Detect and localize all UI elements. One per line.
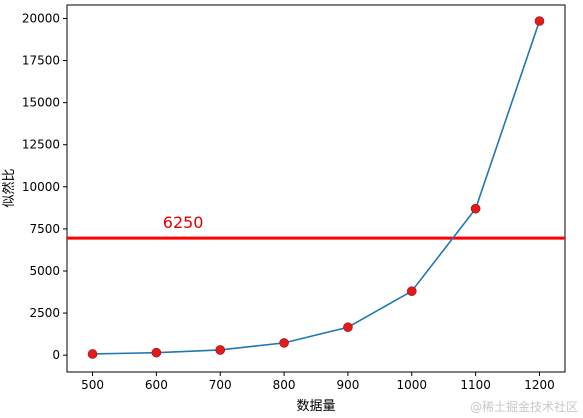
y-tick-label: 7500 xyxy=(29,222,60,236)
y-tick-label: 17500 xyxy=(22,54,60,68)
y-tick-label: 10000 xyxy=(22,180,60,194)
data-point xyxy=(279,338,289,348)
watermark: @稀土掘金技术社区 xyxy=(470,399,578,414)
data-point xyxy=(215,345,226,355)
data-point xyxy=(343,322,353,333)
series-line xyxy=(92,20,541,355)
x-tick-label: 500 xyxy=(81,378,104,392)
x-tick-label: 800 xyxy=(273,378,296,392)
data-point xyxy=(87,349,98,359)
x-tick-label: 1100 xyxy=(460,378,491,392)
x-axis-title: 数据量 xyxy=(296,399,335,414)
y-tick-label: 0 xyxy=(52,348,60,362)
y-axis-ticks: 0 2500 5000 7500 10000 12500 15000 17500 20000 xyxy=(22,11,67,362)
y-axis-title: 似然比 xyxy=(1,168,17,207)
data-point xyxy=(151,347,162,358)
y-tick-label: 15000 xyxy=(22,96,60,110)
x-tick-label: 1200 xyxy=(524,378,555,392)
y-tick-label: 2500 xyxy=(29,306,60,320)
data-point xyxy=(470,203,481,214)
data-point xyxy=(534,16,545,26)
reference-line-group: 6250 xyxy=(67,213,565,240)
x-tick-label: 900 xyxy=(336,378,359,392)
y-tick-label: 5000 xyxy=(29,264,60,278)
x-tick-label: 600 xyxy=(145,378,168,392)
data-point xyxy=(406,286,417,296)
x-tick-label: 700 xyxy=(209,378,232,392)
series-points xyxy=(87,16,545,359)
x-tick-label: 1000 xyxy=(396,378,427,392)
x-axis-ticks: 500 600 700 800 900 1000 1100 1200 xyxy=(81,372,555,392)
reference-line-label: 6250 xyxy=(163,213,204,232)
y-tick-label: 12500 xyxy=(22,138,60,152)
plot-frame xyxy=(66,4,566,373)
y-tick-label: 20000 xyxy=(22,11,60,25)
